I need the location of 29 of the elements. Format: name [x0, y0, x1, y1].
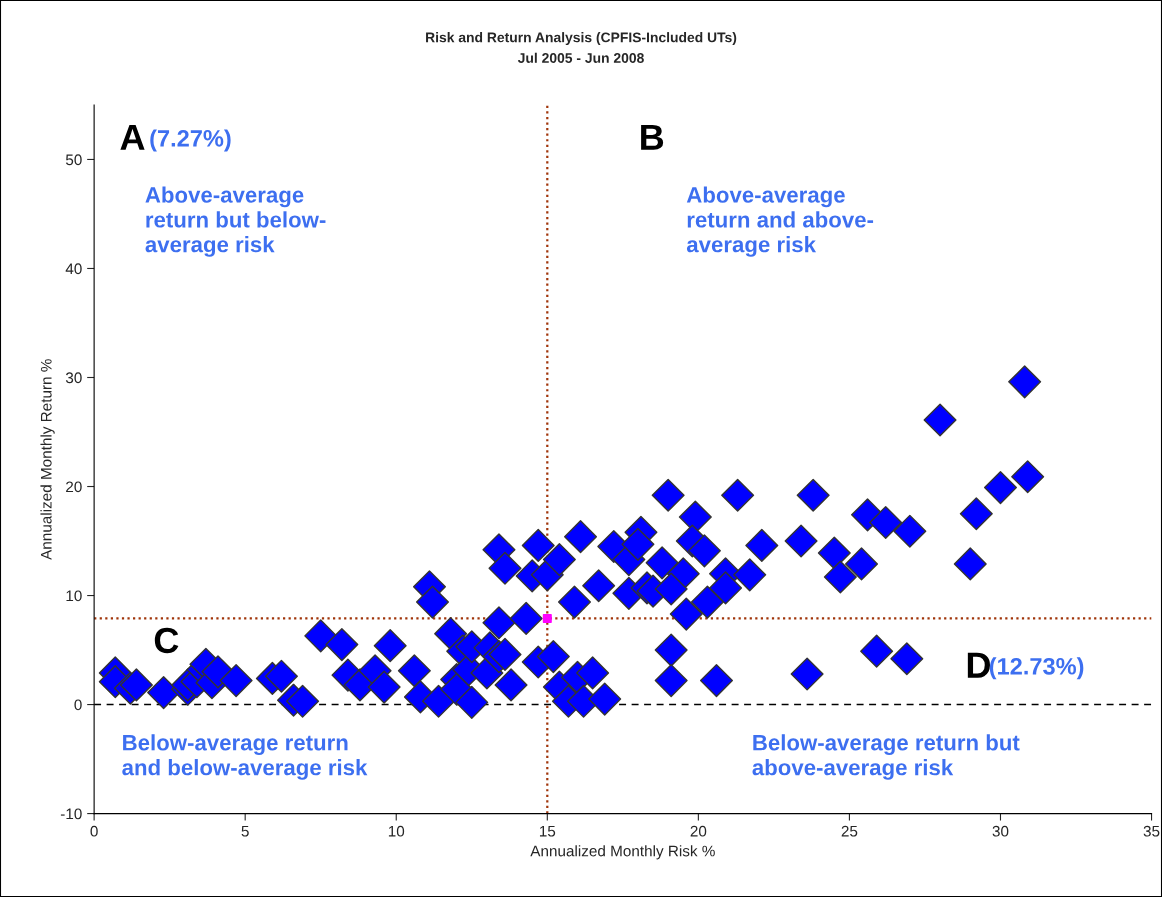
x-tick-label: 5 — [241, 825, 249, 837]
x-tick-label: 10 — [388, 825, 405, 837]
annotation: D — [967, 652, 990, 678]
annotation: C — [154, 627, 179, 654]
x-tick-label: 0 — [90, 825, 98, 837]
annotation: Below-average return but above-average risk — [752, 734, 1020, 780]
annotation: (12.73%) — [989, 657, 1084, 680]
y-axis-title: Annualized Monthly Return % — [40, 359, 55, 560]
annotation: Above-average return but below- average risk — [145, 186, 326, 257]
y-tick-label: 40 — [65, 263, 82, 275]
y-tick-label: 10 — [66, 590, 82, 602]
x-tick-label: 35 — [1143, 825, 1160, 837]
x-tick-label: 25 — [841, 825, 858, 837]
chart-title: Risk and Return Analysis (CPFIS-Included UTs) — [426, 32, 737, 46]
x-tick-label: 15 — [539, 825, 556, 837]
y-tick-label: 0 — [74, 699, 82, 711]
y-tick-label: -10 — [60, 808, 82, 820]
chart-subtitle: Jul 2005 - Jun 2008 — [517, 52, 644, 63]
x-tick-label: 20 — [690, 825, 707, 837]
y-tick-label: 20 — [66, 481, 82, 493]
x-axis-title: Annualized Monthly Risk % — [530, 845, 715, 860]
y-tick-label: 50 — [65, 154, 82, 166]
annotation: A — [120, 124, 145, 150]
annotation: Below-average return and below-average risk — [122, 734, 368, 780]
annotation: B — [641, 124, 664, 150]
annotation: (7.27%) — [150, 129, 231, 152]
x-tick-label: 30 — [992, 825, 1009, 837]
annotation: Above-average return and above- average risk — [686, 186, 874, 257]
y-tick-label: 30 — [65, 372, 82, 384]
